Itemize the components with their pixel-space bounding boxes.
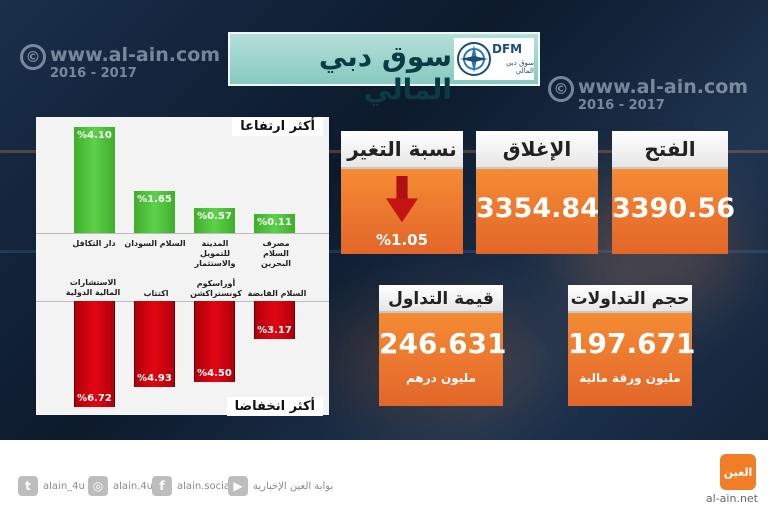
facebook-icon: f [152, 476, 172, 496]
turnover-card: 246.631 مليون درهم [379, 313, 507, 406]
loser-bar: %3.17 [254, 301, 295, 339]
gainer-bar: %4.10 [74, 127, 115, 233]
social-instagram[interactable]: ◎ alain.4u [88, 476, 153, 496]
copyright-icon: © [20, 44, 46, 70]
dfm-logo-abbr: DFM [492, 42, 523, 56]
watermark: © www.al-ain.com 2016 - 2017 [20, 44, 240, 84]
loser-name: الاستشارات المالية الدولية [65, 278, 121, 297]
arrow-down-icon [386, 176, 418, 223]
movers-panel: أكثر ارتفاعا %4.10 %1.65 %0.57 %0.11 دار… [36, 117, 329, 416]
youtube-icon: ▶ [228, 476, 248, 496]
social-label: بوابة العين الإخبارية [253, 480, 334, 492]
loser-name: أوراسكوم كونستراكشن [190, 279, 242, 298]
al-ain-logo[interactable]: العين [720, 454, 756, 490]
watermark: © www.al-ain.com 2016 - 2017 [548, 76, 768, 116]
open-card-title: الفتح [612, 131, 728, 169]
footer: t alain_4u ◎ alain.4u f alain.social ▶ ب… [0, 440, 768, 510]
close-card: 3354.84 [476, 169, 599, 254]
gainer-name: دار التكافل [72, 239, 116, 248]
loser-value: %6.72 [77, 393, 112, 404]
gainer-bar: %1.65 [134, 191, 175, 233]
volume-value: 197.671 [568, 327, 696, 360]
dfm-logo-subtitle: سوق دبي المالي [505, 59, 534, 75]
gainers-baseline [36, 233, 329, 234]
close-card-title: الإغلاق [476, 131, 598, 169]
social-twitter[interactable]: t alain_4u [18, 476, 85, 496]
social-label: alain_4u [43, 480, 85, 492]
dfm-emblem-icon [457, 42, 491, 76]
loser-bar: %4.93 [134, 301, 175, 387]
instagram-icon: ◎ [88, 476, 108, 496]
gainer-bar: %0.57 [194, 208, 235, 233]
open-value: 3390.56 [612, 193, 735, 224]
change-card: %1.05 [341, 169, 463, 254]
loser-bar: %4.50 [194, 301, 235, 382]
top-losers-label: أكثر انخفاضا [226, 397, 323, 416]
dfm-logo: DFM سوق دبي المالي [454, 38, 534, 80]
gainer-name: السلام السودان [124, 239, 186, 248]
social-label: alain.social [177, 480, 233, 492]
gainer-value: %1.65 [137, 194, 172, 205]
gainer-value: %0.11 [257, 217, 292, 228]
title-banner: سوق دبي المالي DFM سوق دبي المالي [228, 32, 540, 106]
turnover-value: 246.631 [379, 327, 507, 360]
volume-card: 197.671 مليون ورقة مالية [568, 313, 696, 406]
turnover-card-title: قيمة التداول [379, 285, 503, 313]
open-card: 3390.56 [612, 169, 735, 254]
change-card-title: نسبة التغير [341, 131, 463, 169]
loser-name: اكتتاب [143, 289, 169, 298]
loser-value: %3.17 [257, 325, 292, 336]
watermark-years: 2016 - 2017 [578, 98, 665, 113]
loser-value: %4.93 [137, 373, 172, 384]
gainer-bar: %0.11 [254, 214, 295, 233]
watermark-years: 2016 - 2017 [50, 66, 137, 81]
brand-url[interactable]: al-ain.net [705, 492, 758, 505]
losers-baseline [36, 301, 329, 302]
loser-bar: %6.72 [74, 301, 115, 407]
gainer-value: %4.10 [77, 130, 112, 141]
social-label: alain.4u [113, 480, 154, 492]
change-value: %1.05 [375, 231, 429, 249]
loser-name: السلام القابضة [247, 289, 307, 298]
gainer-value: %0.57 [197, 211, 232, 222]
gainer-name: المدينة للتمويل والاستثمار [194, 239, 236, 268]
loser-value: %4.50 [197, 368, 232, 379]
turnover-unit: مليون درهم [406, 371, 476, 385]
social-youtube[interactable]: ▶ بوابة العين الإخبارية [228, 476, 333, 496]
top-gainers-label: أكثر ارتفاعا [232, 117, 323, 136]
close-value: 3354.84 [476, 193, 599, 224]
social-facebook[interactable]: f alain.social [152, 476, 233, 496]
twitter-icon: t [18, 476, 38, 496]
copyright-icon: © [548, 76, 574, 102]
volume-unit: مليون ورقة مالية [579, 371, 681, 385]
volume-card-title: حجم التداولات [568, 285, 692, 313]
gainer-name: مصرف السلام البحرين [261, 239, 291, 268]
page-title: سوق دبي المالي [318, 40, 452, 106]
watermark-url: www.al-ain.com [50, 44, 221, 66]
watermark-url: www.al-ain.com [578, 76, 749, 98]
